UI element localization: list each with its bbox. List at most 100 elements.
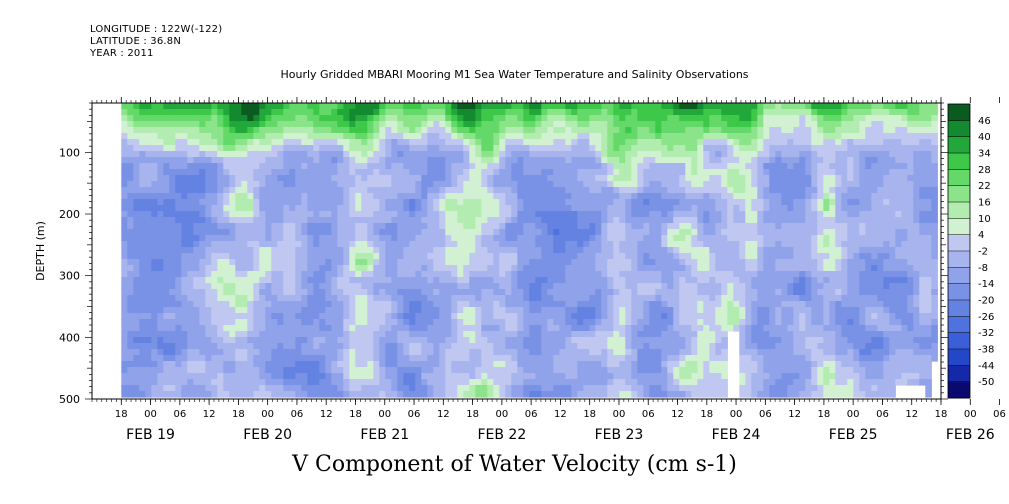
heatmap-cell: [703, 211, 710, 218]
heatmap-cell: [253, 307, 260, 314]
heatmap-cell: [475, 295, 482, 302]
heatmap-cell: [433, 223, 440, 230]
heatmap-cell: [157, 385, 164, 392]
heatmap-cell: [421, 277, 428, 284]
heatmap-cell: [139, 109, 146, 116]
heatmap-cell: [679, 103, 686, 110]
heatmap-cell: [277, 103, 284, 110]
heatmap-cell: [199, 379, 206, 386]
heatmap-cell: [463, 103, 470, 110]
heatmap-cell: [127, 217, 134, 224]
heatmap-cell: [517, 331, 524, 338]
heatmap-cell: [415, 355, 422, 362]
heatmap-cell: [601, 235, 608, 242]
heatmap-cell: [247, 271, 254, 278]
heatmap-cell: [331, 229, 338, 236]
heatmap-cell: [583, 157, 590, 164]
heatmap-cell: [169, 115, 176, 122]
heatmap-cell: [271, 109, 278, 116]
heatmap-cell: [559, 253, 566, 260]
heatmap-cell: [181, 139, 188, 146]
heatmap-cell: [613, 217, 620, 224]
heatmap-cell: [559, 205, 566, 212]
heatmap-cell: [187, 103, 194, 110]
heatmap-cell: [271, 265, 278, 272]
heatmap-cell: [703, 337, 710, 344]
heatmap-cell: [247, 277, 254, 284]
heatmap-cell: [583, 229, 590, 236]
heatmap-cell: [391, 217, 398, 224]
heatmap-cell: [571, 277, 578, 284]
heatmap-cell: [397, 151, 404, 158]
heatmap-cell: [709, 277, 716, 284]
heatmap-cell: [379, 271, 386, 278]
heatmap-cell: [121, 265, 128, 272]
heatmap-cell: [385, 343, 392, 350]
heatmap-cell: [217, 211, 224, 218]
heatmap-cell: [577, 361, 584, 368]
heatmap-cell: [721, 253, 728, 260]
heatmap-cell: [709, 223, 716, 230]
heatmap-cell: [709, 109, 716, 116]
heatmap-cell: [481, 337, 488, 344]
heatmap-cell: [445, 235, 452, 242]
heatmap-cell: [343, 367, 350, 374]
heatmap-cell: [343, 349, 350, 356]
heatmap-cell: [229, 247, 236, 254]
heatmap-cell: [283, 181, 290, 188]
heatmap-cell: [679, 301, 686, 308]
heatmap-cell: [727, 313, 734, 320]
heatmap-cell: [655, 373, 662, 380]
heatmap-cell: [535, 307, 542, 314]
heatmap-cell: [415, 289, 422, 296]
heatmap-cell: [361, 373, 368, 380]
heatmap-cell: [223, 265, 230, 272]
heatmap-cell: [583, 283, 590, 290]
heatmap-cell: [571, 199, 578, 206]
heatmap-cell: [295, 337, 302, 344]
heatmap-cell: [667, 247, 674, 254]
heatmap-cell: [481, 157, 488, 164]
heatmap-cell: [271, 241, 278, 248]
heatmap-cell: [631, 349, 638, 356]
heatmap-cell: [355, 313, 362, 320]
heatmap-cell: [631, 253, 638, 260]
heatmap-cell: [625, 259, 632, 266]
heatmap-cell: [565, 121, 572, 128]
heatmap-cell: [655, 151, 662, 158]
heatmap-cell: [163, 169, 170, 176]
heatmap-cell: [499, 181, 506, 188]
heatmap-cell: [583, 217, 590, 224]
heatmap-cell: [331, 163, 338, 170]
heatmap-cell: [685, 187, 692, 194]
heatmap-cell: [319, 325, 326, 332]
heatmap-cell: [415, 163, 422, 170]
heatmap-cell: [523, 121, 530, 128]
heatmap-cell: [685, 109, 692, 116]
heatmap-cell: [553, 391, 560, 398]
heatmap-cell: [421, 265, 428, 272]
heatmap-cell: [481, 325, 488, 332]
heatmap-cell: [223, 169, 230, 176]
heatmap-cell: [163, 271, 170, 278]
heatmap-cell: [685, 217, 692, 224]
heatmap-cell: [199, 295, 206, 302]
heatmap-cell: [523, 157, 530, 164]
heatmap-cell: [421, 361, 428, 368]
heatmap-cell: [355, 223, 362, 230]
heatmap-cell: [721, 103, 728, 110]
heatmap-cell: [565, 391, 572, 398]
heatmap-cell: [577, 391, 584, 398]
heatmap-cell: [433, 325, 440, 332]
heatmap-cell: [595, 343, 602, 350]
heatmap-cell: [409, 271, 416, 278]
heatmap-cell: [589, 163, 596, 170]
heatmap-cell: [469, 121, 476, 128]
heatmap-cell: [619, 133, 626, 140]
heatmap-cell: [661, 259, 668, 266]
heatmap-cell: [511, 181, 518, 188]
heatmap-cell: [445, 229, 452, 236]
heatmap-cell: [379, 295, 386, 302]
heatmap-cell: [271, 295, 278, 302]
heatmap-cell: [715, 385, 722, 392]
